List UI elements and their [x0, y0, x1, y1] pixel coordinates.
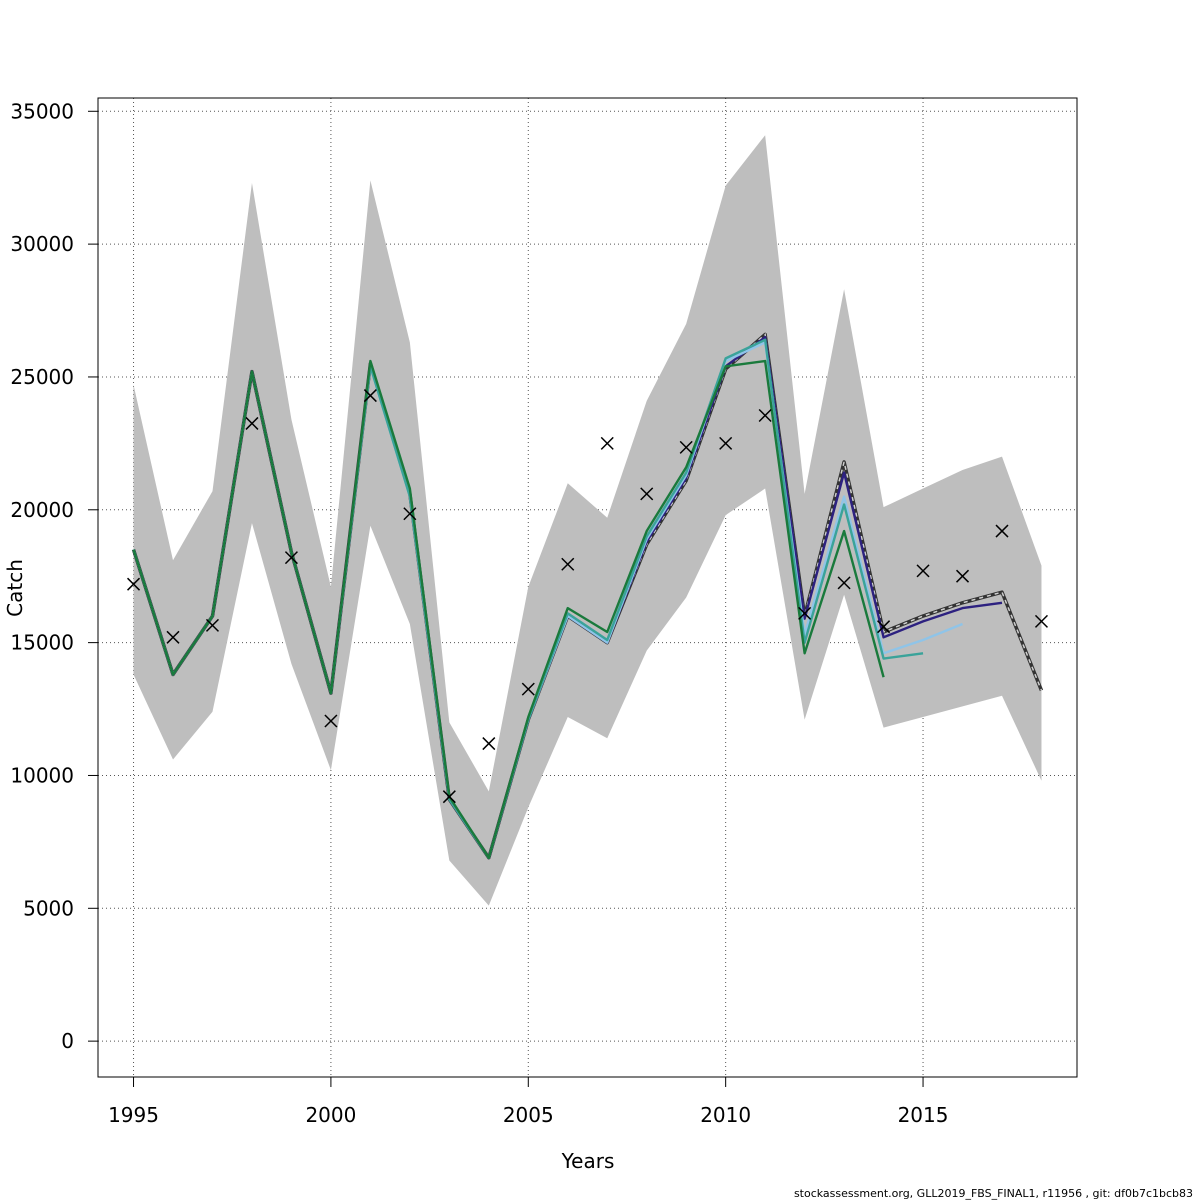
- confidence-band-layer: [133, 135, 1042, 906]
- observed-mark-b: [1034, 614, 1049, 628]
- x-tick-label-2015: 2015: [898, 1103, 949, 1127]
- observed-mark-b: [403, 507, 417, 521]
- observed-mark-b: [166, 630, 180, 644]
- observed-mark-b: [719, 436, 733, 450]
- observed-mark-b: [561, 557, 575, 571]
- y-tick-label-10000: 10000: [10, 763, 74, 787]
- observed-point-2009: [679, 440, 693, 454]
- observed-mark-b: [837, 576, 851, 590]
- y-axis-label: Catch: [3, 559, 27, 617]
- observed-mark-b: [245, 416, 259, 430]
- observed-point-2015: [916, 564, 930, 578]
- observed-point-2002: [403, 507, 417, 521]
- observed-mark-b: [205, 618, 220, 632]
- y-tick-label-15000: 15000: [10, 631, 74, 655]
- observed-point-2014: [877, 620, 891, 634]
- x-axis-label: Years: [561, 1149, 615, 1173]
- observed-mark-b: [995, 524, 1009, 538]
- observed-mark-b: [877, 620, 891, 634]
- observed-point-2000: [324, 714, 338, 728]
- observed-point-2005: [521, 682, 535, 696]
- observed-point-2007: [600, 436, 614, 450]
- observed-point-2010: [719, 436, 733, 450]
- axes-layer: 1995 2000 2005 2010 2015 0 5000 10000 15000 20000…: [10, 99, 948, 1127]
- confidence-band: [133, 135, 1042, 906]
- y-tick-label-5000: 5000: [23, 896, 74, 920]
- observed-point-1995: [126, 577, 141, 591]
- observed-point-2016: [955, 569, 970, 583]
- observed-point-2012: [798, 606, 812, 620]
- observed-mark-b: [442, 790, 456, 804]
- observed-point-2018: [1034, 614, 1049, 628]
- y-tick-label-0: 0: [61, 1029, 74, 1053]
- observed-mark-b: [126, 577, 141, 591]
- observed-mark-b: [363, 389, 377, 403]
- observed-mark-b: [600, 436, 614, 450]
- observed-point-2011: [758, 408, 772, 423]
- observed-point-1996: [166, 630, 180, 644]
- observed-point-2008: [640, 487, 654, 501]
- observed-point-2013: [837, 576, 851, 590]
- observed-mark-b: [758, 408, 772, 423]
- x-tick-label-2010: 2010: [700, 1103, 751, 1127]
- y-tick-label-30000: 30000: [10, 232, 74, 256]
- observed-mark-b: [324, 714, 338, 728]
- observed-mark-b: [640, 487, 654, 501]
- observed-mark-b: [798, 606, 812, 620]
- observed-point-1998: [245, 416, 259, 430]
- y-tick-label-35000: 35000: [10, 99, 74, 123]
- observed-mark-b: [521, 682, 535, 696]
- y-tick-label-25000: 25000: [10, 365, 74, 389]
- observed-mark-b: [284, 551, 298, 565]
- observed-points-layer: [126, 389, 1049, 804]
- observed-point-2004: [482, 737, 496, 751]
- observed-point-2001: [363, 389, 377, 403]
- observed-point-1997: [205, 618, 220, 632]
- x-tick-label-2005: 2005: [503, 1103, 554, 1127]
- observed-mark-b: [482, 737, 496, 751]
- observed-point-2006: [561, 557, 575, 571]
- observed-point-1999: [284, 551, 298, 565]
- observed-mark-b: [916, 564, 930, 578]
- observed-point-2017: [995, 524, 1009, 538]
- x-tick-label-2000: 2000: [305, 1103, 356, 1127]
- footer-credit: stockassessment.org, GLL2019_FBS_FINAL1,…: [794, 1187, 1193, 1200]
- series-layer: [131, 332, 1044, 860]
- plot-frame: [97, 97, 1078, 1078]
- observed-mark-b: [955, 569, 970, 583]
- y-tick-label-20000: 20000: [10, 498, 74, 522]
- x-tick-label-1995: 1995: [108, 1103, 159, 1127]
- observed-point-2003: [442, 790, 456, 804]
- series-line-peel4: [132, 359, 885, 860]
- observed-mark-b: [679, 440, 693, 454]
